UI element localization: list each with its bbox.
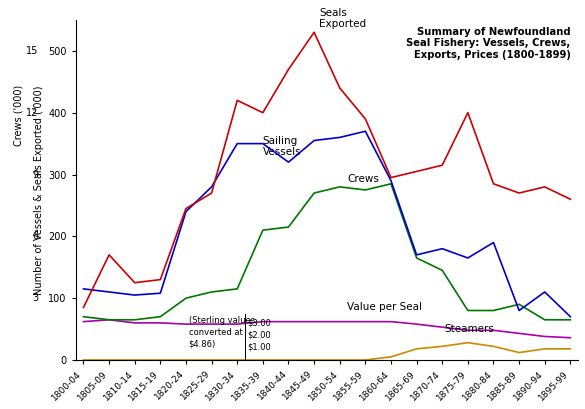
Text: 9: 9 [32, 169, 38, 180]
Text: 15: 15 [26, 46, 38, 56]
Text: Sailing
Vessels: Sailing Vessels [263, 136, 301, 157]
Text: Crews: Crews [347, 174, 379, 184]
Text: Summary of Newfoundland
Seal Fishery: Vessels, Crews,
Exports, Prices (1800-1899: Summary of Newfoundland Seal Fishery: Ve… [406, 27, 570, 60]
Text: 3: 3 [32, 293, 38, 303]
Text: Value per Seal: Value per Seal [347, 302, 422, 312]
Text: Crews ('000): Crews ('000) [13, 85, 23, 146]
Text: Steamers: Steamers [445, 324, 495, 334]
Text: $3.00
$2.00
$1.00: $3.00 $2.00 $1.00 [247, 319, 271, 351]
Text: 12: 12 [26, 108, 38, 118]
Y-axis label: Number of Vessels & Seals Exported ('000): Number of Vessels & Seals Exported ('000… [34, 85, 44, 295]
Text: Seals
Exported: Seals Exported [319, 8, 366, 29]
Text: (Sterling values
converted at
$4.86): (Sterling values converted at $4.86) [188, 316, 254, 349]
Text: 6: 6 [32, 231, 38, 241]
